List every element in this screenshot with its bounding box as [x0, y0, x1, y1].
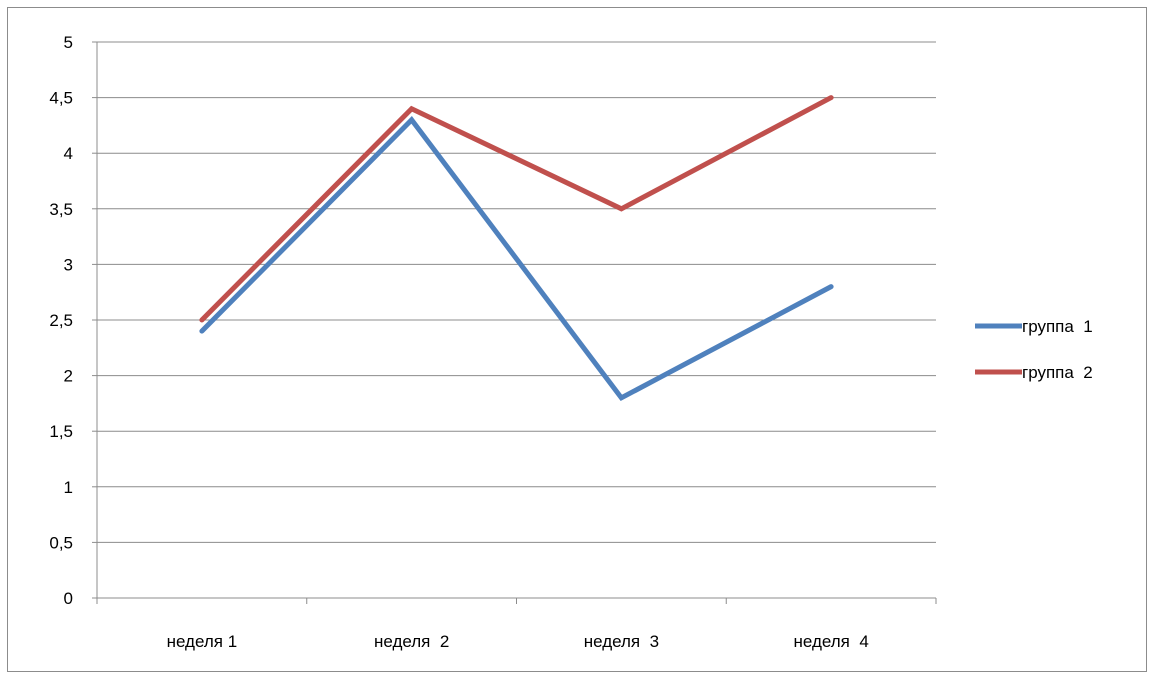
x-tick-labels: неделя 1 неделя 2 неделя 3 неделя 4 [167, 632, 869, 651]
y-tick-label: 4 [64, 144, 73, 163]
x-tick-label: неделя 3 [584, 632, 659, 651]
y-tick-label: 0 [64, 589, 73, 608]
y-tick-label: 2,5 [49, 311, 73, 330]
series-line-2 [199, 95, 834, 323]
legend-label: группа 2 [1022, 363, 1093, 382]
series-line-1 [199, 116, 834, 402]
series-lines [199, 95, 834, 402]
gridlines [97, 41, 936, 543]
y-tick-label: 2 [64, 367, 73, 386]
y-tick-label: 5 [64, 33, 73, 52]
legend: группа 1 группа 2 [975, 317, 1093, 382]
x-tick-label: неделя 1 [167, 632, 238, 651]
x-tick-label: неделя 4 [793, 632, 868, 651]
y-tick-label: 1,5 [49, 422, 73, 441]
axes [92, 41, 937, 604]
y-tick-label: 0,5 [49, 533, 73, 552]
y-tick-label: 3,5 [49, 200, 73, 219]
y-tick-label: 1 [64, 478, 73, 497]
y-tick-label: 3 [64, 255, 73, 274]
y-tick-labels: 0 0,5 1 1,5 2 2,5 3 3,5 4 4,5 5 [49, 33, 73, 608]
y-tick-label: 4,5 [49, 89, 73, 108]
x-tick-label: неделя 2 [374, 632, 449, 651]
legend-label: группа 1 [1022, 317, 1093, 336]
